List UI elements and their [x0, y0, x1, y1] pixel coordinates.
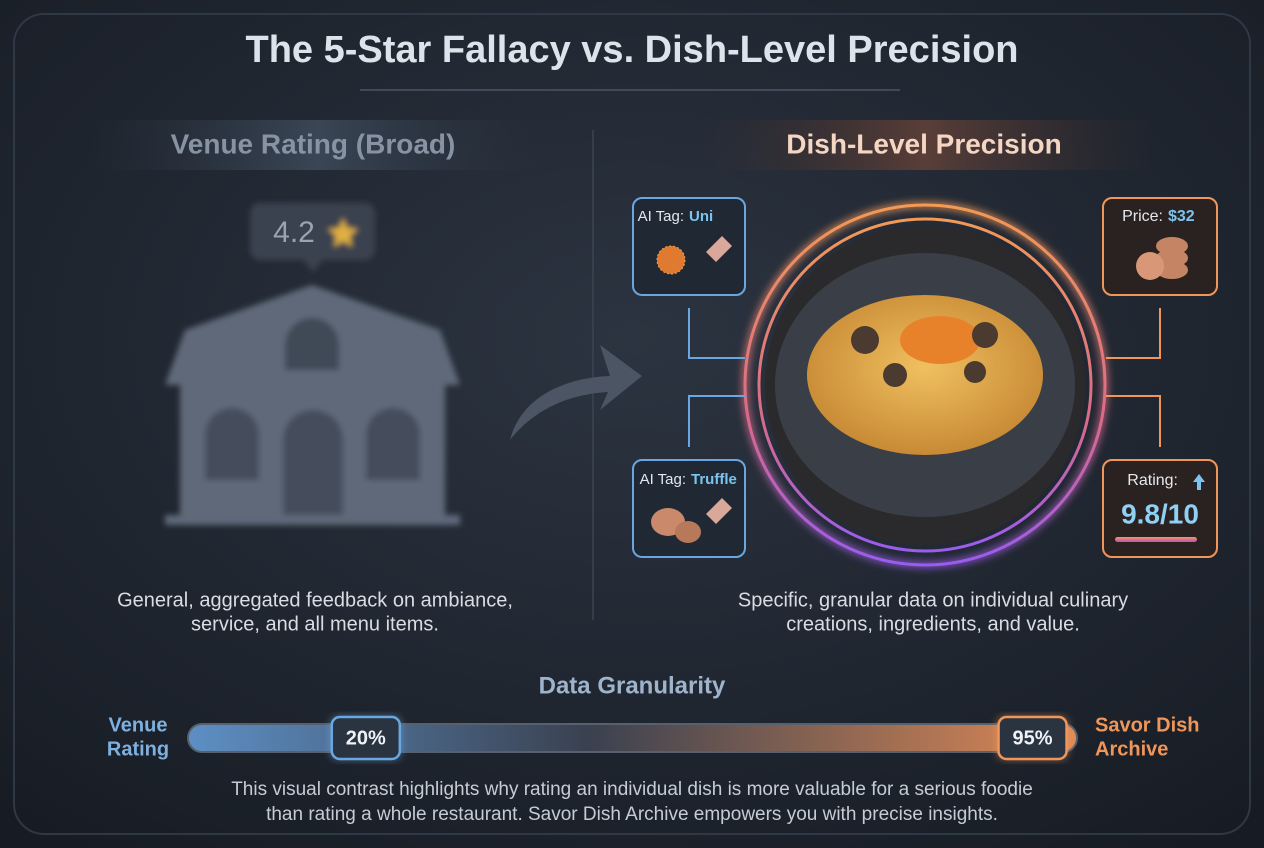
scale-left-label: Rating — [107, 738, 169, 760]
coins-icon — [1136, 237, 1188, 280]
door — [283, 410, 343, 515]
frame — [13, 13, 1251, 835]
price-label: Price: — [1122, 208, 1163, 225]
right-banner — [700, 120, 1150, 170]
house-icon — [165, 285, 460, 525]
marker — [330, 715, 402, 761]
connector — [688, 308, 745, 359]
house-base — [165, 515, 460, 525]
connectors — [1106, 308, 1161, 447]
attic-window — [285, 318, 339, 370]
rating-bubble — [250, 203, 375, 272]
inner-ring — [757, 217, 1093, 553]
uni — [900, 316, 980, 364]
rating-label: Rating: — [1127, 472, 1178, 489]
tag-prefix: AI Tag: — [640, 471, 686, 488]
scale-left-label: Venue — [109, 714, 168, 736]
left-description: service, and all menu items. — [191, 613, 439, 635]
tag-icon — [706, 498, 732, 524]
granularity-title: Data Granularity — [539, 672, 726, 699]
left-description: General, aggregated feedback on ambiance… — [117, 589, 513, 611]
right-heading: Dish-Level Precision — [786, 128, 1061, 159]
connector — [688, 395, 745, 447]
truffle — [972, 322, 998, 348]
scale-right-label: Archive — [1095, 738, 1168, 760]
footer: than rating a whole restaurant. Savor Di… — [266, 804, 998, 825]
tag-box — [632, 197, 746, 296]
left-heading: Venue Rating (Broad) — [171, 128, 456, 159]
footer: This visual contrast highlights why rati… — [231, 779, 1033, 800]
granularity-bar — [187, 723, 1078, 753]
outer-ring — [743, 203, 1107, 567]
connectors — [688, 308, 745, 447]
truffle-icon — [675, 521, 701, 543]
up-arrow — [1193, 474, 1205, 490]
venue-rating: 4.2 — [273, 216, 315, 249]
uni-icon — [656, 245, 686, 275]
rating-bar — [1115, 537, 1197, 542]
bubble-box — [250, 203, 375, 260]
left-banner — [90, 120, 545, 170]
tag-icon — [706, 236, 732, 262]
window — [205, 408, 259, 480]
tag-value: Truffle — [691, 471, 737, 488]
window — [366, 408, 420, 480]
title: The 5-Star Fallacy vs. Dish-Level Precis… — [246, 29, 1019, 71]
marker-label: 95% — [1013, 727, 1053, 749]
star-icon — [328, 218, 358, 247]
truffle — [964, 361, 986, 383]
coin — [1156, 237, 1188, 255]
right-description: Specific, granular data on individual cu… — [738, 589, 1128, 611]
bubble-pointer — [303, 260, 323, 272]
rating-box — [1102, 459, 1218, 558]
tag-prefix: AI Tag: — [638, 208, 684, 225]
right-description: creations, ingredients, and value. — [786, 613, 1080, 635]
dish-rating: 9.8/10 — [1121, 498, 1199, 529]
scale-right-label: Savor Dish — [1095, 714, 1199, 736]
marker-label: 20% — [346, 727, 386, 749]
marker — [997, 715, 1068, 761]
connector — [1106, 308, 1161, 359]
arrow — [510, 345, 642, 440]
truffle — [883, 363, 907, 387]
truffle — [851, 326, 879, 354]
tag-value: Uni — [689, 208, 713, 225]
markers: 20% 95% — [329, 715, 1069, 761]
coin — [1136, 252, 1164, 280]
connector — [1106, 395, 1161, 447]
price-value: $32 — [1168, 208, 1195, 225]
